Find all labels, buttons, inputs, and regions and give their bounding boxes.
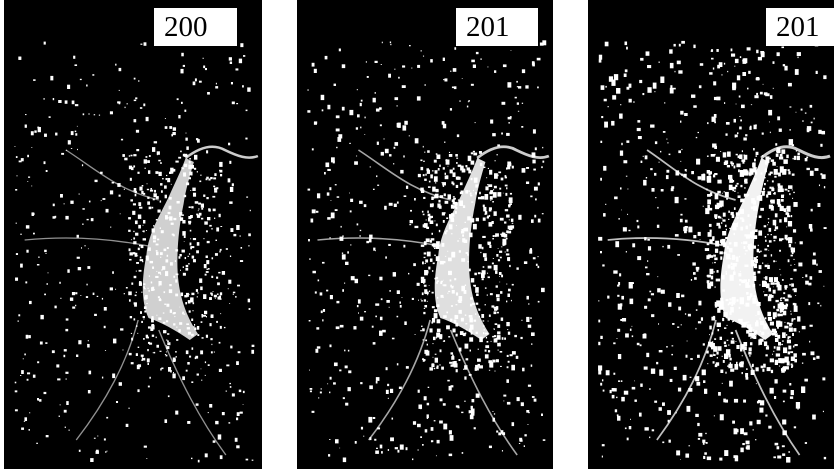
year-label-1: 200 xyxy=(154,8,237,46)
year-label-3: 201 xyxy=(766,8,834,46)
land-cover-map-panel-1: 200 xyxy=(4,0,262,469)
land-cover-map-2 xyxy=(307,40,550,463)
land-cover-map-panel-3: 201 xyxy=(588,0,834,469)
year-label-2: 201 xyxy=(456,8,538,46)
land-cover-map-panel-2: 201 xyxy=(297,0,553,469)
land-cover-map-3 xyxy=(598,40,831,463)
land-cover-map-1 xyxy=(14,41,259,463)
